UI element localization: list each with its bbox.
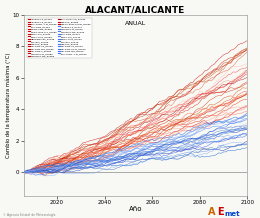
Text: met: met — [224, 211, 240, 217]
Legend: ACCESS1-0_RCP85, ACCESS1-3_RCP85, BCC-CSM1-1-M_RCP85, BNU-ESM_RCP85, CNRM-CM5_RC: ACCESS1-0_RCP85, ACCESS1-3_RCP85, BCC-CS… — [27, 18, 92, 58]
Title: ALACANT/ALICANTE: ALACANT/ALICANTE — [85, 5, 186, 15]
Text: ANUAL: ANUAL — [125, 21, 146, 26]
Text: © Agencia Estatal de Meteorología: © Agencia Estatal de Meteorología — [3, 213, 55, 217]
Text: A: A — [208, 207, 216, 217]
Text: E: E — [217, 207, 224, 217]
X-axis label: Año: Año — [129, 206, 142, 213]
Y-axis label: Cambio de la temperatura máxima (°C): Cambio de la temperatura máxima (°C) — [5, 53, 11, 158]
